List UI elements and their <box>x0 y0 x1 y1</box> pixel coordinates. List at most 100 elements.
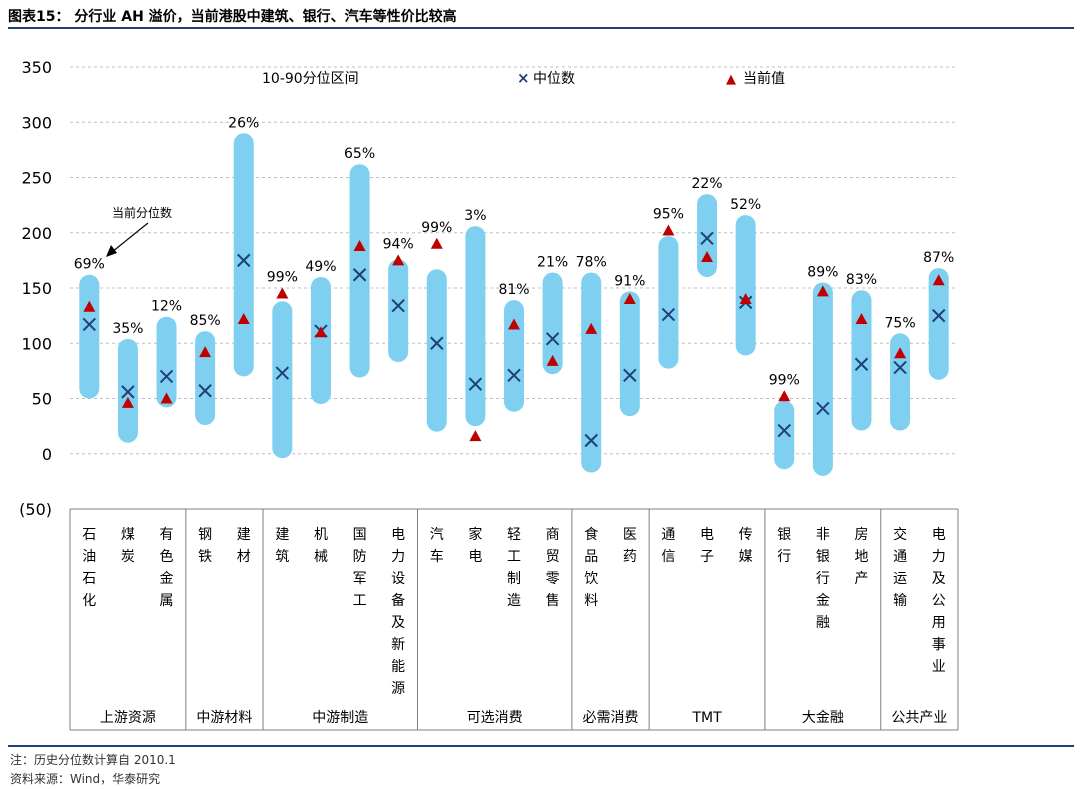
percentile-label: 52% <box>730 197 761 213</box>
current-marker <box>701 251 714 263</box>
category-label-char: 融 <box>816 615 830 631</box>
category-label-char: 电 <box>700 527 714 543</box>
title-divider <box>8 27 1074 29</box>
page-title: 图表15： 分行业 AH 溢价，当前港股中建筑、银行、汽车等性价比较高 <box>8 9 457 25</box>
category-label-char: 产 <box>854 571 868 587</box>
percentile-label: 85% <box>190 313 221 329</box>
current-marker <box>778 390 791 402</box>
group-label: 中游制造 <box>312 710 368 726</box>
category-label-char: 医 <box>623 527 637 543</box>
y-tick-label: 300 <box>21 113 52 132</box>
median-marker <box>237 253 251 268</box>
category-label-char: 媒 <box>739 549 753 565</box>
percentile-label: 21% <box>537 255 568 271</box>
category-label-char: 制 <box>507 571 521 587</box>
category-label-char: 银 <box>777 527 791 543</box>
range-band <box>581 272 602 473</box>
median-marker <box>700 231 714 245</box>
category-label-char: 铁 <box>198 549 212 565</box>
category-label-char: 地 <box>854 549 868 565</box>
current-marker <box>121 396 134 408</box>
range-band <box>928 268 949 380</box>
median-marker <box>352 268 367 282</box>
category-label-char: 及 <box>932 571 946 587</box>
category-label-char: 源 <box>391 681 405 697</box>
y-tick-label: 350 <box>21 58 52 77</box>
category-label-char: 电 <box>391 527 405 543</box>
range-band <box>233 133 254 377</box>
chart-area: 350 300 250 200 150 100 50 0 (50) 上游资源 中游材料 中游制造 可选消… <box>0 30 1080 745</box>
source-note: 资料来源：Wind，华泰研究 <box>10 772 161 786</box>
category-label-char: 银 <box>816 549 830 565</box>
category-label-char: 石 <box>82 571 96 587</box>
category-label-char: 信 <box>661 549 675 565</box>
range-band <box>542 272 563 375</box>
category-label-char: 建 <box>275 527 289 543</box>
median-marker <box>82 317 97 332</box>
group-label: 中游材料 <box>196 710 252 726</box>
median-marker <box>121 385 135 399</box>
category-label-char: 能 <box>391 659 405 675</box>
group-label: TMT <box>691 710 722 726</box>
percentile-label: 12% <box>151 299 182 315</box>
category-label-char: 备 <box>391 592 405 609</box>
percentile-label: 81% <box>498 282 529 298</box>
category-label-char: 车 <box>430 548 444 565</box>
y-tick-label: 100 <box>21 334 52 353</box>
current-marker <box>508 318 520 330</box>
percentile-label: 75% <box>885 315 916 331</box>
range-band <box>465 226 486 427</box>
range-band <box>349 164 370 378</box>
median-marker <box>584 433 598 448</box>
percentile-label: 89% <box>807 264 838 280</box>
category-label-char: 建 <box>237 527 251 543</box>
category-label-char: 及 <box>391 615 405 631</box>
current-marker <box>855 312 868 324</box>
category-label-char: 贸 <box>546 549 560 565</box>
history-note: 注：历史分位数计算自 2010.1 <box>10 753 176 767</box>
group-label: 可选消费 <box>467 710 523 726</box>
category-label-char: 材 <box>237 549 251 565</box>
category-label-char: 用 <box>932 615 946 631</box>
percentile-label: 99% <box>421 220 452 236</box>
category-label-char: 食 <box>584 526 598 543</box>
category-label-char: 电 <box>932 527 946 543</box>
category-label-char: 公 <box>932 593 946 609</box>
category-label-char: 药 <box>623 549 637 565</box>
category-label-char: 家 <box>468 526 482 543</box>
range-band <box>619 291 640 417</box>
legend-median-label: 中位数 <box>533 71 575 87</box>
median-marker <box>198 384 212 398</box>
y-tick-label: 150 <box>21 279 52 298</box>
median-marker <box>159 369 174 384</box>
category-label-char: 有 <box>160 527 174 543</box>
median-marker <box>275 366 290 380</box>
category-label-char: 力 <box>391 549 405 565</box>
percentile-label: 22% <box>691 176 722 192</box>
current-marker <box>623 293 636 305</box>
category-label-char: 力 <box>932 549 946 565</box>
current-marker <box>739 293 752 305</box>
category-label-char: 石 <box>82 527 96 543</box>
percentile-label: 83% <box>846 272 877 288</box>
current-marker <box>932 274 945 286</box>
category-label-char: 品 <box>584 549 598 565</box>
range-band <box>156 316 177 408</box>
y-tick-label: 200 <box>21 224 52 243</box>
footer-divider <box>8 745 1074 747</box>
y-tick-label: 250 <box>21 169 52 188</box>
range-band <box>195 331 216 426</box>
current-marker <box>314 326 327 338</box>
range-band <box>774 400 795 470</box>
legend-median-marker: × <box>517 69 530 87</box>
category-label-char: 造 <box>507 593 521 609</box>
category-label-char: 交 <box>893 526 907 543</box>
category-label-char: 属 <box>160 593 174 609</box>
category-label-char: 运 <box>893 571 907 587</box>
percentile-label: 78% <box>576 255 607 271</box>
category-label-char: 子 <box>700 549 714 565</box>
current-marker <box>662 224 675 236</box>
category-label-char: 业 <box>932 659 946 675</box>
range-band <box>310 276 331 405</box>
legend-current-marker: ▲ <box>726 72 736 87</box>
